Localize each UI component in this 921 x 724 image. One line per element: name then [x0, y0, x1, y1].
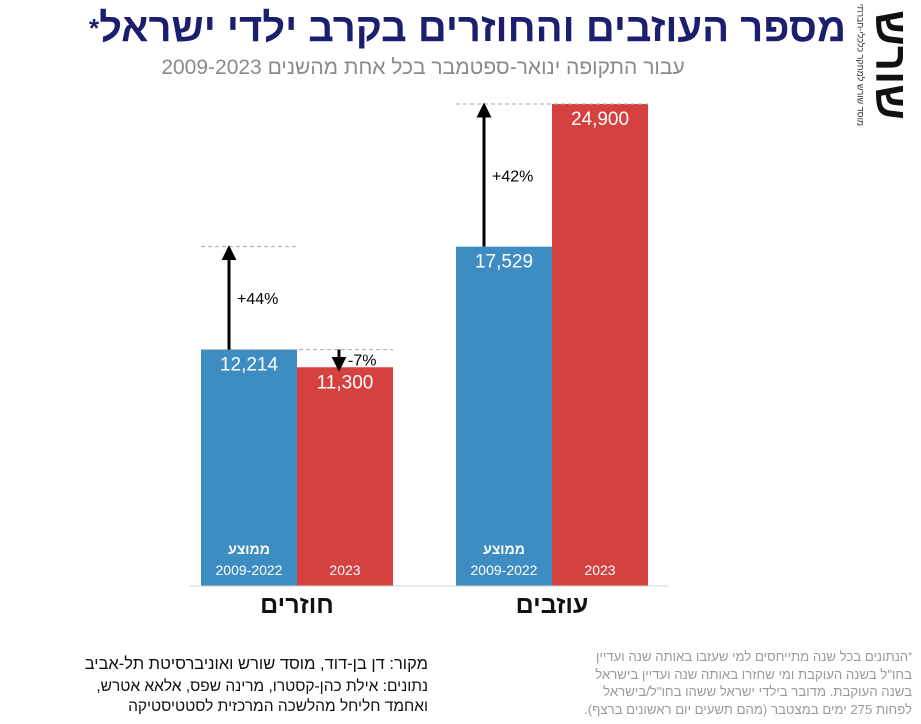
- bar-value-label: 12,214: [220, 355, 279, 376]
- bar-caption-bottom: 2009-2022: [471, 562, 538, 578]
- category-label: חוזרים: [260, 591, 334, 619]
- footnote: *הנתונים בכל שנה מתייחסים למי שעזבו באות…: [540, 648, 912, 718]
- bar-1-1: [552, 104, 648, 586]
- footnote-line-1: הנתונים בכל שנה מתייחסים למי שעזבו באותה…: [595, 649, 909, 664]
- bar-value-label: 24,900: [571, 109, 629, 130]
- page-subtitle: עבור התקופה ינואר-ספטמבר בכל אחת מהשנים …: [161, 56, 685, 79]
- source-note: מקור: דן בן-דוד, מוסד שורש ואוניברסיטת ת…: [0, 654, 428, 717]
- bar-caption-bottom: 2023: [584, 562, 615, 578]
- title-asterisk: *: [88, 13, 100, 43]
- change-label: -7%: [348, 352, 376, 369]
- change-label: +42%: [492, 168, 533, 185]
- change-label: +44%: [237, 291, 278, 308]
- brand-logo-tagline: מוסד שורש למחקר כלכלי-חברתי: [856, 4, 866, 126]
- bar-caption-bottom: 2009-2022: [216, 562, 283, 578]
- footnote-line-4: לפחות 275 ימים במצטבר (מהם תשעים יום ראש…: [584, 701, 912, 717]
- footnote-line-3: בשנה העוקבת. מדובר בילדי ישראל ששהו בחו"…: [603, 684, 912, 699]
- source-line-1: מקור: דן בן-דוד, מוסד שורש ואוניברסיטת ת…: [84, 655, 428, 673]
- bar-1-0: [456, 246, 552, 587]
- brand-logo: שורש מוסד שורש למחקר כלכלי-חברתי: [856, 4, 916, 126]
- bar-caption-top: ממוצע: [228, 541, 270, 557]
- title-text: מספר העוזבים והחוזרים בקרב ילדי ישראל: [99, 6, 846, 50]
- bar-caption-top: ממוצע: [483, 541, 525, 557]
- page-title: מספר העוזבים והחוזרים בקרב ילדי ישראל*: [0, 4, 846, 52]
- source-line-2: נתונים: אילת כהן-קסטרו, מרינה שפס, אלאא …: [96, 678, 428, 695]
- bar-value-label: 11,300: [317, 372, 374, 393]
- bar-0-1: [297, 367, 393, 586]
- brand-logo-text: שורש: [866, 10, 915, 119]
- bar-caption-bottom: 2023: [329, 562, 360, 578]
- source-line-3: ואחמד חליחל מהלשכה המרכזית לסטטיסטיקה: [128, 698, 428, 715]
- category-label: עוזבים: [516, 591, 589, 619]
- footnote-line-2: בחו"ל בשנה העוקבת ומי שחזרו באותה שנה וע…: [595, 666, 912, 682]
- bar-0-0: [201, 349, 297, 586]
- bar-value-label: 17,529: [475, 252, 533, 273]
- footnote-asterisk: *: [908, 651, 912, 662]
